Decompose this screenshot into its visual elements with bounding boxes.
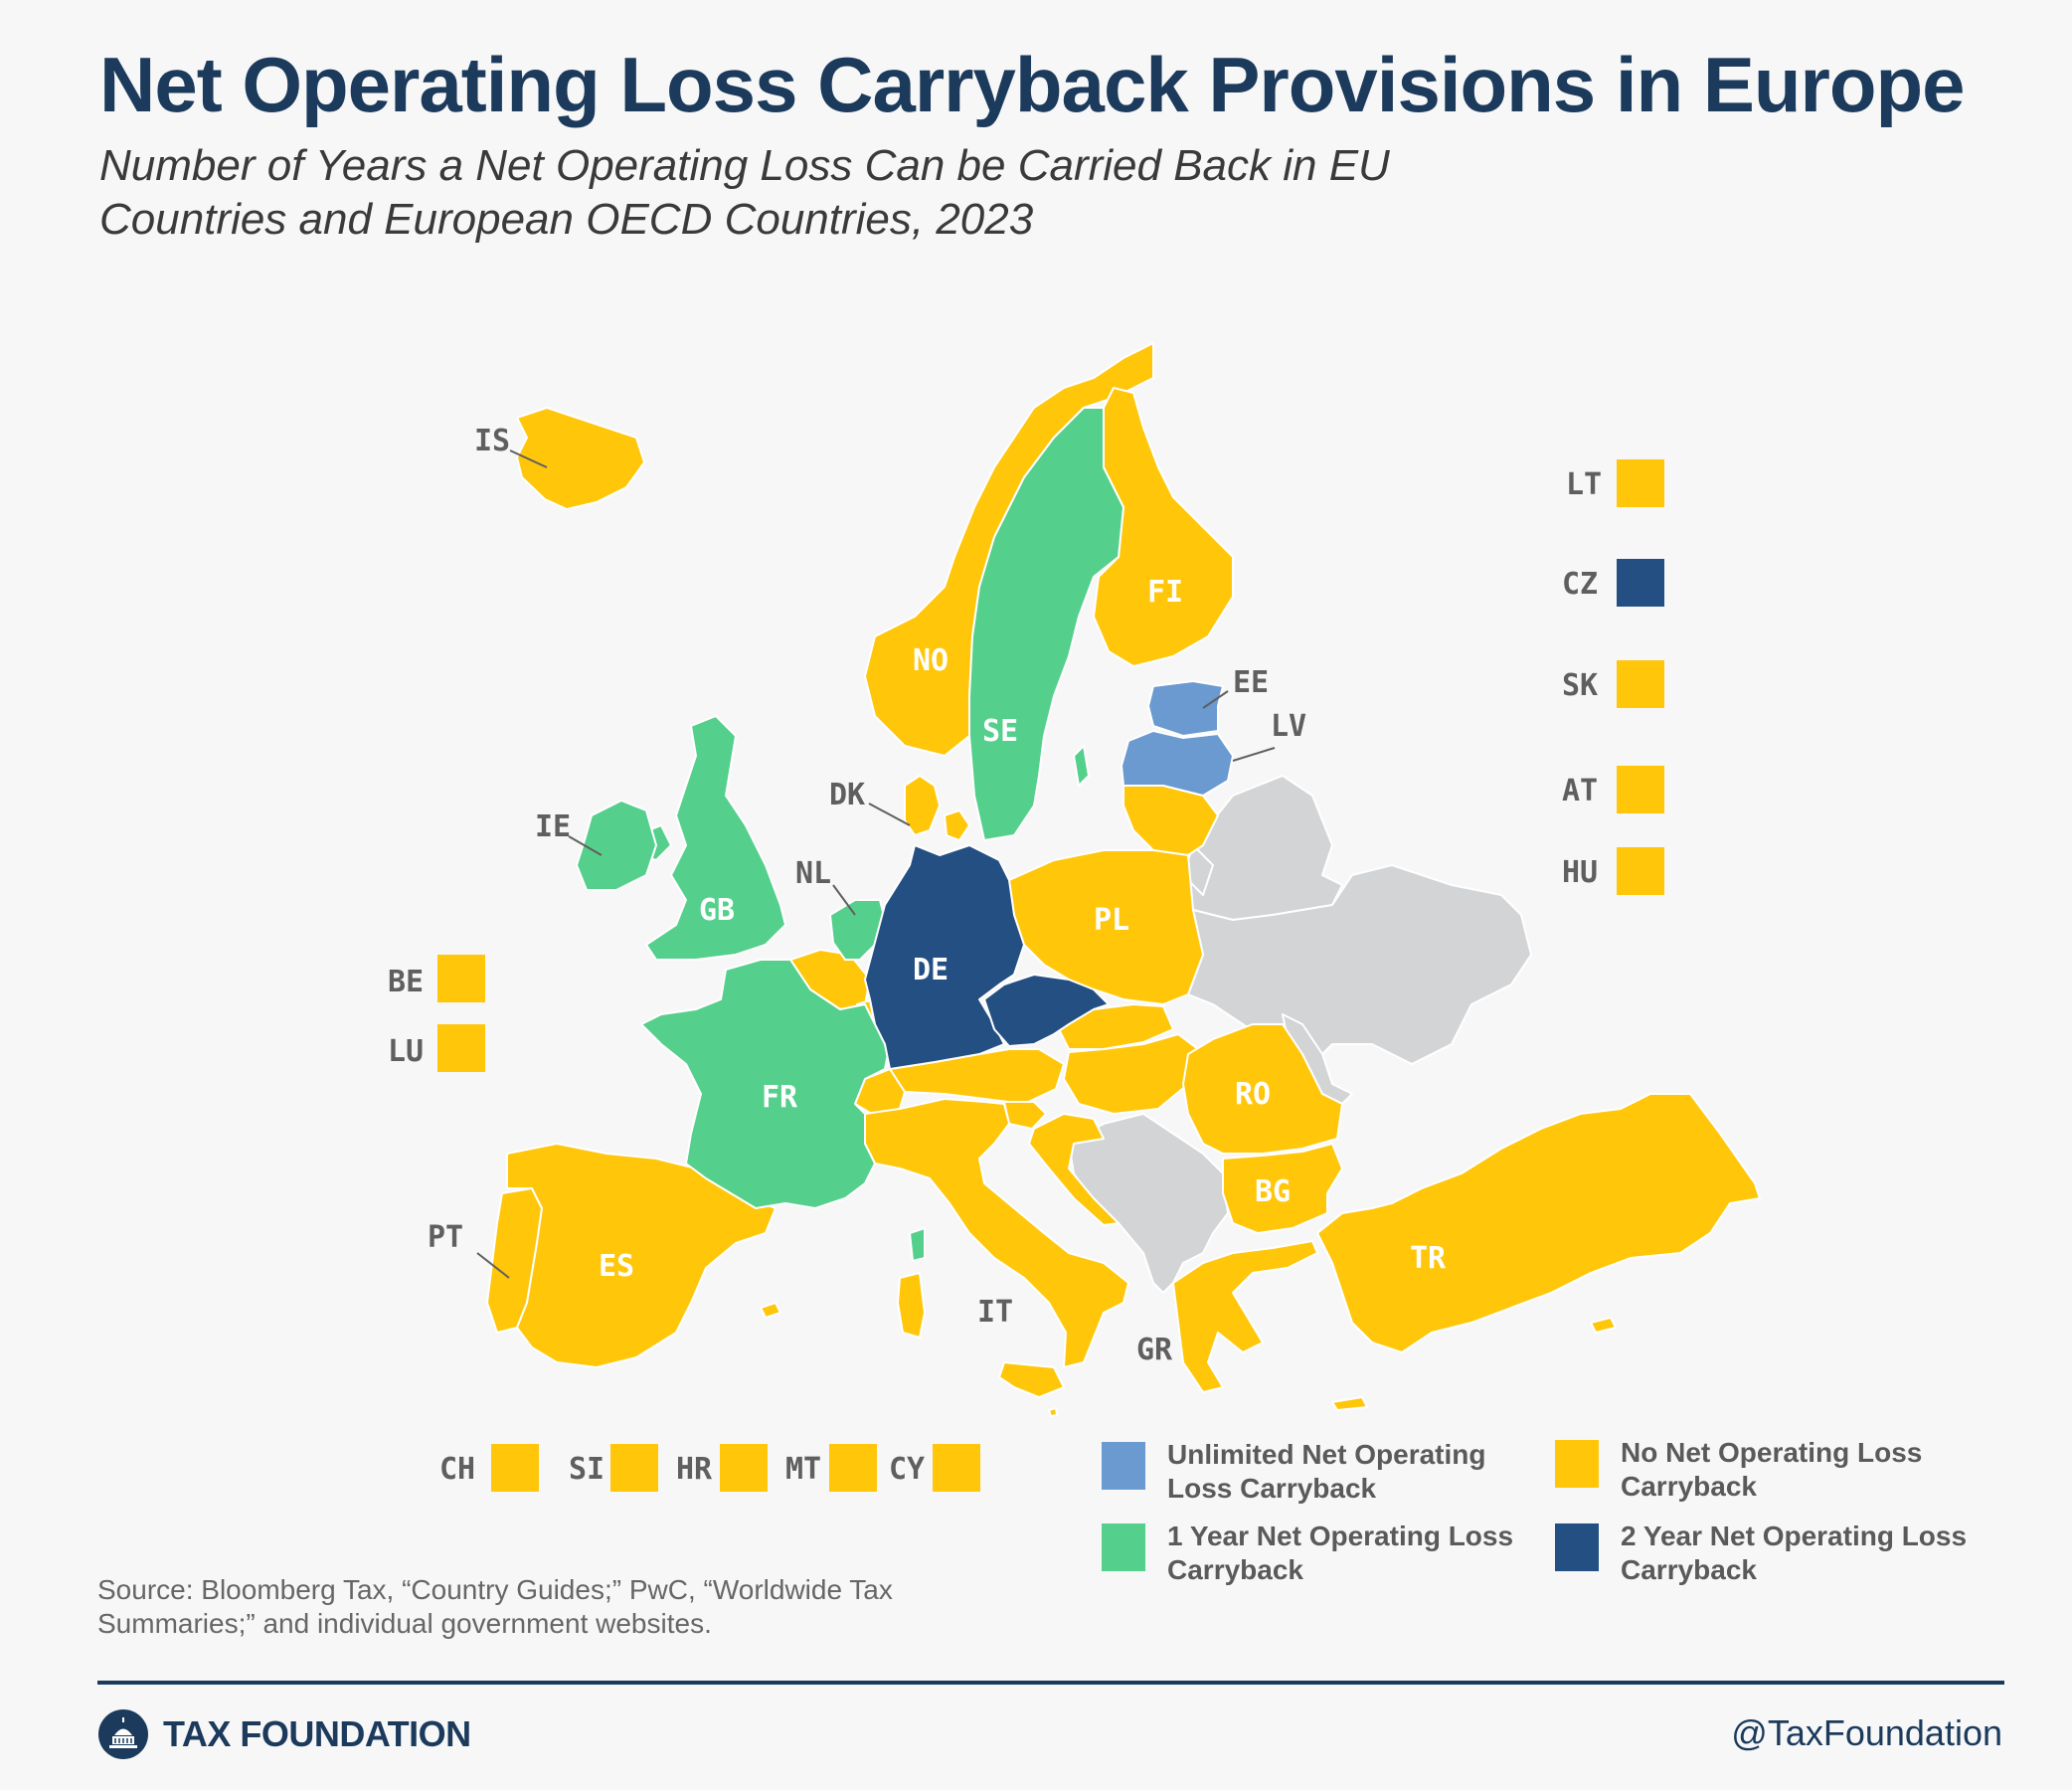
map-label-de: DE: [913, 953, 949, 987]
country-pl: [1008, 849, 1204, 1005]
map-label-lv: LV: [1271, 709, 1306, 744]
legend-item-two-year: 2 Year Net Operating Loss Carryback: [1555, 1520, 1979, 1587]
bottom-box-cy: [933, 1444, 980, 1492]
map-label-gb: GB: [699, 893, 735, 928]
brand-name: TAX FOUNDATION: [163, 1713, 471, 1754]
side-box-hu: [1617, 847, 1664, 895]
legend-item-unlimited: Unlimited Net Operating Loss Carryback: [1102, 1438, 1525, 1506]
legend-item-none: No Net Operating Loss Carryback: [1555, 1436, 1979, 1504]
legend-item-one-year: 1 Year Net Operating Loss Carryback: [1102, 1520, 1525, 1587]
map-label-pl: PL: [1094, 903, 1129, 938]
side-box-label-cz: CZ: [1562, 567, 1599, 602]
country-bg: [1222, 1143, 1343, 1234]
country-ie: [576, 800, 657, 891]
country-dk: [904, 775, 970, 841]
side-box-label-lu: LU: [388, 1034, 425, 1069]
side-box-label-be: BE: [388, 965, 425, 999]
country-hr: [1028, 1113, 1120, 1226]
country-cz: [983, 974, 1110, 1047]
bottom-box-label-cy: CY: [889, 1452, 926, 1487]
legend-label-unlimited: Unlimited Net Operating Loss Carryback: [1167, 1439, 1486, 1504]
map-label-gr: GR: [1136, 1333, 1173, 1367]
map-label-is: IS: [474, 424, 510, 458]
country-it: [864, 1098, 1129, 1398]
bottom-box-ch: [491, 1444, 539, 1492]
legend-swatch-two-year: [1555, 1523, 1599, 1571]
map-label-fi: FI: [1147, 575, 1183, 610]
page-subtitle: Number of Years a Net Operating Loss Can…: [99, 139, 1591, 247]
country-is: [516, 407, 645, 510]
capitol-dome-icon: [98, 1709, 148, 1759]
side-box-at: [1617, 766, 1664, 813]
bottom-box-label-si: SI: [569, 1452, 605, 1487]
country-lv: [1121, 730, 1234, 797]
country-cy: [1590, 1317, 1617, 1334]
bottom-box-label-ch: CH: [439, 1452, 476, 1487]
footer-divider: [97, 1681, 2004, 1685]
brand-logo: TAX FOUNDATION: [97, 1708, 471, 1760]
country-ua: [1187, 864, 1532, 1065]
side-box-lt: [1617, 459, 1664, 507]
country-fr: [640, 959, 926, 1262]
map-label-dk: DK: [829, 778, 865, 812]
side-box-label-at: AT: [1562, 774, 1599, 808]
legend-label-none: No Net Operating Loss Carryback: [1621, 1437, 1923, 1502]
side-box-be: [437, 955, 485, 1002]
map-label-es: ES: [599, 1249, 634, 1284]
map-label-no: NO: [913, 643, 949, 678]
country-si: [1003, 1101, 1047, 1130]
legend-swatch-none: [1555, 1440, 1599, 1488]
side-box-sk: [1617, 660, 1664, 708]
side-box-cz: [1617, 559, 1664, 607]
map-label-bg: BG: [1255, 1174, 1291, 1209]
map-label-tr: TR: [1410, 1241, 1447, 1276]
bottom-box-hr: [720, 1444, 768, 1492]
source-note: Source: Bloomberg Tax, “Country Guides;”…: [97, 1574, 893, 1639]
bottom-box-label-mt: MT: [785, 1452, 822, 1487]
subtitle-line-1: Number of Years a Net Operating Loss Can…: [99, 141, 1390, 190]
legend-swatch-one-year: [1102, 1523, 1145, 1571]
subtitle-line-2: Countries and European OECD Countries, 2…: [99, 195, 1034, 244]
country-de: [864, 844, 1025, 1070]
map-label-ie: IE: [535, 809, 571, 844]
country-by: [1182, 775, 1343, 921]
map-label-ee: EE: [1233, 665, 1269, 700]
bottom-box-label-hr: HR: [676, 1452, 713, 1487]
legend-label-one-year: 1 Year Net Operating Loss Carryback: [1167, 1521, 1514, 1585]
country-gr: [1172, 1240, 1368, 1411]
social-handle[interactable]: @TaxFoundation: [1731, 1712, 2002, 1753]
country-mt: [1048, 1407, 1058, 1417]
map-label-nl: NL: [795, 856, 831, 891]
map-label-pt: PT: [428, 1220, 463, 1255]
bottom-box-si: [610, 1444, 658, 1492]
side-box-label-lt: LT: [1566, 467, 1603, 502]
bottom-box-mt: [829, 1444, 877, 1492]
map-label-se: SE: [982, 714, 1018, 749]
map-label-fr: FR: [762, 1080, 798, 1115]
map-label-it: IT: [977, 1295, 1013, 1330]
country-ro: [1182, 1023, 1343, 1155]
side-box-label-sk: SK: [1562, 668, 1599, 703]
country-tr: [1316, 1093, 1761, 1353]
side-box-label-hu: HU: [1562, 855, 1599, 890]
legend-swatch-unlimited: [1102, 1442, 1145, 1490]
country-se: [968, 407, 1124, 841]
country-ee: [1147, 680, 1224, 737]
side-box-lu: [437, 1024, 485, 1072]
legend-label-two-year: 2 Year Net Operating Loss Carryback: [1621, 1521, 1968, 1585]
page-title: Net Operating Loss Carryback Provisions …: [99, 41, 1966, 128]
map-label-ro: RO: [1235, 1077, 1271, 1112]
